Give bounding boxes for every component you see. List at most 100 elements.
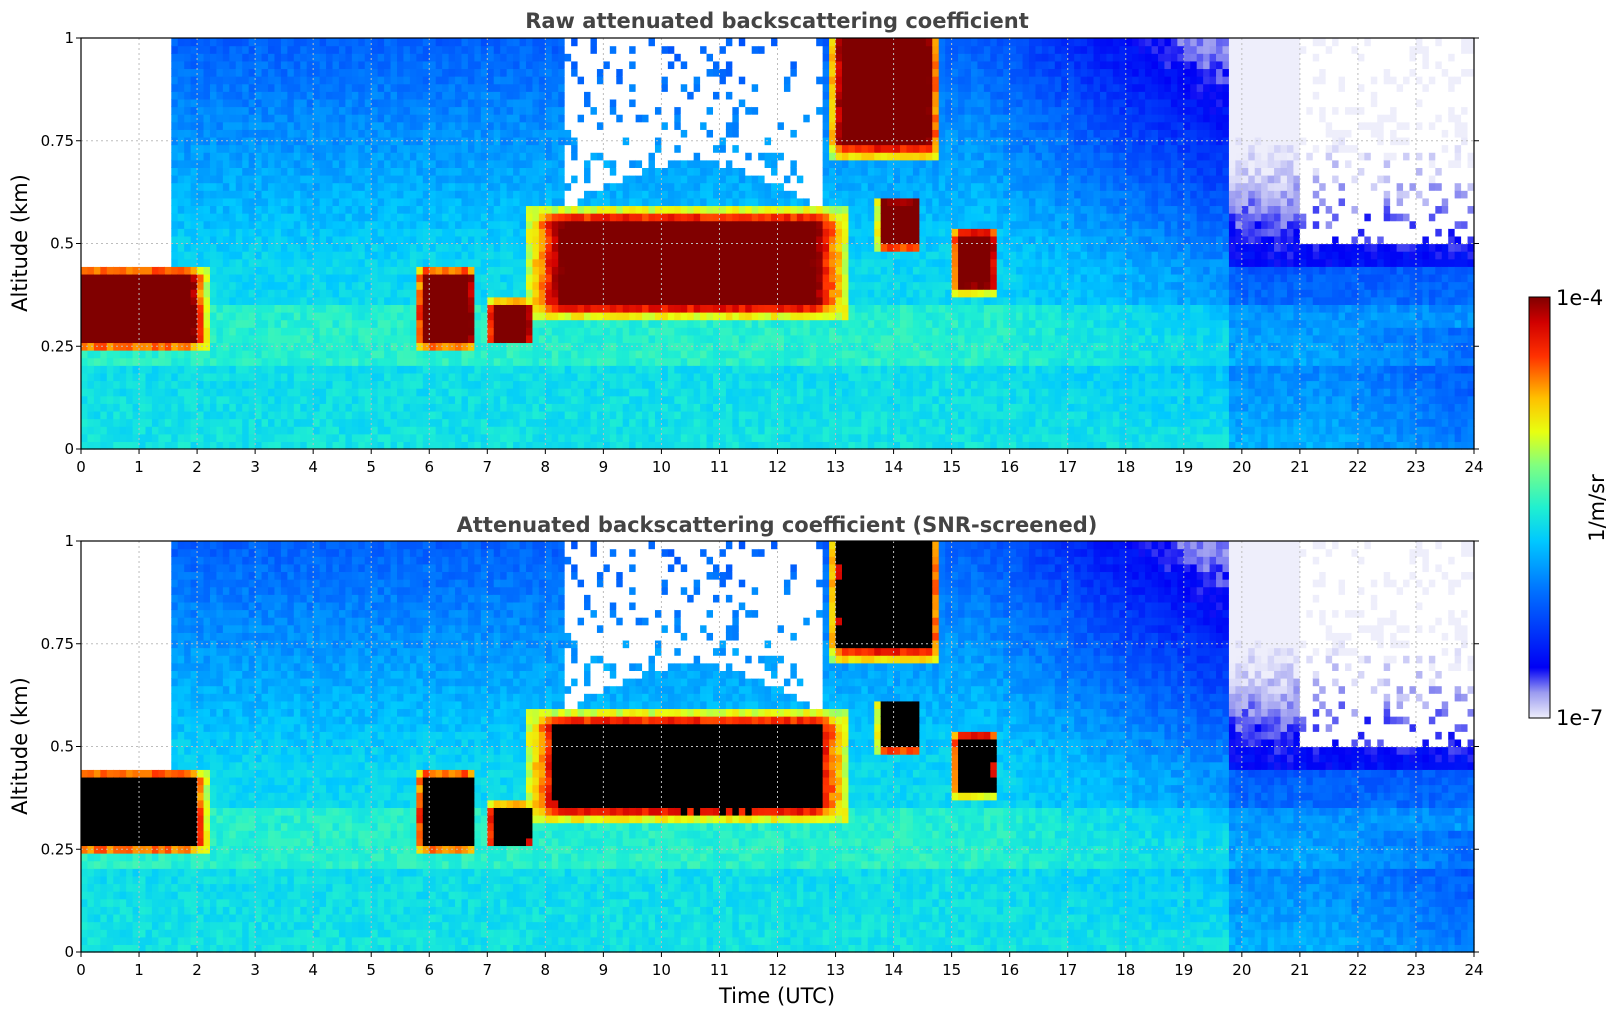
heatmap-cell <box>165 411 172 419</box>
heatmap-cell <box>242 137 249 145</box>
heatmap-cell <box>216 228 223 236</box>
heatmap-cell <box>145 388 152 396</box>
heatmap-cell <box>274 396 281 404</box>
heatmap-cell <box>171 198 178 206</box>
heatmap-cell <box>236 434 243 442</box>
heatmap-cell <box>223 335 230 343</box>
heatmap-cell <box>184 365 191 373</box>
heatmap-cell <box>255 160 262 168</box>
heatmap-cell <box>152 297 159 305</box>
heatmap-cell <box>204 205 211 213</box>
heatmap-cell <box>126 434 133 442</box>
heatmap-cell <box>204 160 211 168</box>
heatmap-cell <box>210 289 217 297</box>
heatmap-cell <box>100 175 107 183</box>
heatmap-cell <box>236 152 243 160</box>
heatmap-cell <box>139 403 146 411</box>
heatmap-cell <box>107 84 114 92</box>
heatmap-cell <box>165 266 172 274</box>
heatmap-cell <box>274 411 281 419</box>
heatmap-cell <box>216 274 223 282</box>
heatmap-cell <box>158 122 165 130</box>
heatmap-cell <box>87 53 94 61</box>
heatmap-cell <box>268 114 275 122</box>
heatmap-cell <box>100 381 107 389</box>
heatmap-cell <box>100 107 107 115</box>
heatmap-cell <box>126 388 133 396</box>
heatmap-cell <box>171 53 178 61</box>
heatmap-cell <box>178 289 185 297</box>
heatmap-cell <box>120 190 127 198</box>
heatmap-cell <box>262 304 269 312</box>
heatmap-cell <box>139 327 146 335</box>
heatmap-cell <box>113 76 120 84</box>
heatmap-cell <box>268 381 275 389</box>
heatmap-cell <box>152 304 159 312</box>
heatmap-cell <box>255 129 262 137</box>
heatmap-cell <box>87 358 94 366</box>
heatmap-cell <box>94 244 101 252</box>
heatmap-cell <box>158 403 165 411</box>
heatmap-cell <box>262 426 269 434</box>
heatmap-cell <box>236 312 243 320</box>
heatmap-cell <box>255 282 262 290</box>
heatmap-cell <box>165 289 172 297</box>
heatmap-cell <box>107 282 114 290</box>
heatmap-cell <box>255 152 262 160</box>
heatmap-cell <box>255 350 262 358</box>
heatmap-cell <box>216 53 223 61</box>
heatmap-cell <box>197 358 204 366</box>
heatmap-cell <box>171 228 178 236</box>
heatmap-cell <box>216 213 223 221</box>
heatmap-cell <box>255 183 262 191</box>
heatmap-cell <box>126 426 133 434</box>
heatmap-cell <box>171 434 178 442</box>
heatmap-cell <box>81 381 88 389</box>
heatmap-cell <box>100 327 107 335</box>
heatmap-cell <box>274 244 281 252</box>
heatmap-cell <box>216 282 223 290</box>
heatmap-cell <box>268 320 275 328</box>
heatmap-cell <box>139 259 146 267</box>
heatmap-cell <box>171 99 178 107</box>
heatmap-cell <box>210 53 217 61</box>
heatmap-cell <box>197 167 204 175</box>
heatmap-cell <box>223 175 230 183</box>
heatmap-cell <box>120 381 127 389</box>
heatmap-cell <box>178 358 185 366</box>
heatmap-cell <box>126 403 133 411</box>
heatmap-cell <box>81 221 88 229</box>
heatmap-cell <box>268 373 275 381</box>
heatmap-cell <box>100 221 107 229</box>
heatmap-cell <box>255 434 262 442</box>
heatmap-cell <box>145 61 152 69</box>
heatmap-cell <box>236 190 243 198</box>
heatmap-cell <box>210 68 217 76</box>
heatmap-cell <box>204 282 211 290</box>
heatmap-cell <box>94 335 101 343</box>
heatmap-cell <box>281 396 288 404</box>
heatmap-cell <box>120 160 127 168</box>
heatmap-cell <box>171 152 178 160</box>
heatmap-cell <box>184 297 191 305</box>
heatmap-cell <box>100 441 107 449</box>
heatmap-cell <box>268 274 275 282</box>
heatmap-cell <box>81 183 88 191</box>
heatmap-cell <box>223 365 230 373</box>
heatmap-cell <box>262 167 269 175</box>
heatmap-cell <box>120 228 127 236</box>
heatmap-cell <box>113 282 120 290</box>
heatmap-cell <box>100 198 107 206</box>
heatmap-cell <box>139 175 146 183</box>
heatmap-cell <box>223 282 230 290</box>
heatmap-cell <box>223 320 230 328</box>
heatmap-cell <box>107 228 114 236</box>
heatmap-cell <box>223 312 230 320</box>
heatmap-cell <box>171 205 178 213</box>
heatmap-cell <box>274 152 281 160</box>
heatmap-cell <box>197 274 204 282</box>
heatmap-cell <box>145 198 152 206</box>
heatmap-cell <box>158 175 165 183</box>
heatmap-cell <box>236 396 243 404</box>
heatmap-cell <box>210 282 217 290</box>
